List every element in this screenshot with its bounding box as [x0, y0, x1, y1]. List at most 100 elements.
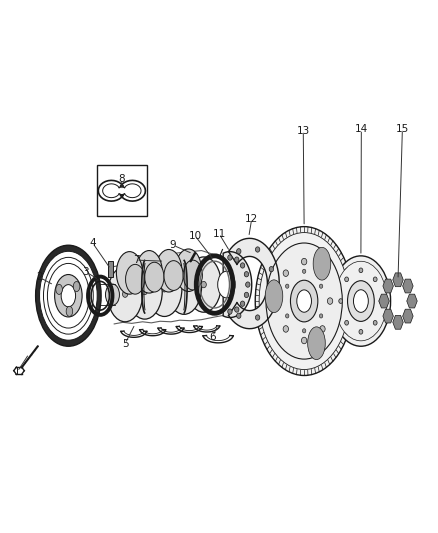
Text: 9: 9 [170, 240, 177, 250]
Polygon shape [383, 279, 393, 293]
Text: 13: 13 [297, 126, 310, 136]
Circle shape [283, 326, 289, 332]
Ellipse shape [126, 264, 145, 294]
Ellipse shape [255, 227, 353, 375]
Ellipse shape [290, 280, 318, 322]
Circle shape [123, 291, 128, 297]
Circle shape [269, 295, 274, 301]
Circle shape [181, 284, 187, 290]
Text: 14: 14 [355, 124, 368, 134]
Text: 6: 6 [209, 332, 216, 342]
Text: 3: 3 [82, 267, 89, 277]
Circle shape [201, 281, 206, 288]
Circle shape [237, 313, 241, 318]
Ellipse shape [43, 257, 93, 334]
Ellipse shape [186, 257, 221, 312]
Ellipse shape [155, 249, 182, 292]
Ellipse shape [39, 251, 97, 340]
Circle shape [244, 272, 249, 277]
Circle shape [240, 263, 245, 268]
Ellipse shape [117, 252, 143, 294]
Ellipse shape [307, 327, 325, 360]
Polygon shape [403, 279, 413, 293]
Circle shape [235, 257, 239, 262]
Text: 2: 2 [36, 272, 42, 282]
Polygon shape [229, 238, 279, 329]
Text: 10: 10 [188, 231, 201, 241]
Polygon shape [393, 273, 403, 287]
Ellipse shape [55, 274, 82, 317]
Polygon shape [407, 294, 417, 308]
Ellipse shape [166, 259, 201, 314]
Circle shape [345, 320, 349, 325]
Polygon shape [383, 309, 393, 323]
Circle shape [276, 298, 281, 304]
Polygon shape [108, 261, 113, 277]
Ellipse shape [73, 281, 80, 292]
Circle shape [302, 329, 306, 333]
Circle shape [240, 301, 245, 306]
Text: 12: 12 [245, 214, 258, 224]
Circle shape [301, 259, 307, 265]
Circle shape [286, 284, 289, 288]
Circle shape [320, 270, 325, 277]
Text: 1: 1 [14, 367, 21, 377]
Polygon shape [393, 316, 403, 329]
Circle shape [228, 255, 232, 260]
Ellipse shape [56, 284, 62, 294]
Ellipse shape [218, 271, 235, 298]
Circle shape [228, 309, 232, 314]
Circle shape [283, 270, 289, 277]
Circle shape [244, 292, 249, 297]
Circle shape [255, 247, 260, 252]
Circle shape [286, 314, 289, 318]
Text: 8: 8 [118, 174, 125, 184]
Circle shape [235, 307, 239, 312]
Text: 5: 5 [122, 338, 128, 349]
Ellipse shape [136, 251, 162, 293]
Circle shape [162, 286, 167, 292]
Ellipse shape [353, 290, 368, 312]
Ellipse shape [297, 290, 311, 312]
Circle shape [269, 266, 274, 272]
Ellipse shape [175, 249, 201, 292]
Ellipse shape [259, 232, 349, 369]
Text: 15: 15 [396, 124, 409, 134]
Ellipse shape [313, 247, 331, 280]
Ellipse shape [183, 260, 202, 290]
Ellipse shape [108, 266, 143, 322]
Circle shape [319, 284, 323, 288]
Bar [97, 165, 147, 216]
Circle shape [359, 268, 363, 273]
Circle shape [237, 248, 241, 254]
Ellipse shape [35, 245, 101, 346]
Ellipse shape [331, 256, 391, 346]
Ellipse shape [47, 263, 89, 328]
Circle shape [302, 269, 306, 273]
Circle shape [301, 337, 307, 344]
Circle shape [246, 282, 250, 287]
Text: 7: 7 [133, 255, 139, 265]
Ellipse shape [66, 306, 73, 317]
Text: 4: 4 [89, 238, 95, 247]
Ellipse shape [127, 264, 162, 319]
Polygon shape [379, 294, 389, 308]
Circle shape [142, 288, 148, 295]
Ellipse shape [106, 284, 120, 305]
Ellipse shape [335, 261, 387, 341]
Circle shape [373, 320, 377, 325]
Ellipse shape [147, 261, 182, 317]
Circle shape [255, 315, 260, 320]
Circle shape [373, 277, 377, 281]
Circle shape [339, 298, 343, 303]
Text: 11: 11 [212, 229, 226, 239]
Polygon shape [403, 309, 413, 323]
Ellipse shape [347, 281, 374, 321]
Ellipse shape [266, 243, 342, 359]
Circle shape [379, 298, 383, 303]
Ellipse shape [265, 280, 283, 313]
Circle shape [319, 314, 323, 318]
Ellipse shape [145, 262, 164, 292]
Ellipse shape [61, 285, 76, 307]
Ellipse shape [164, 261, 183, 290]
